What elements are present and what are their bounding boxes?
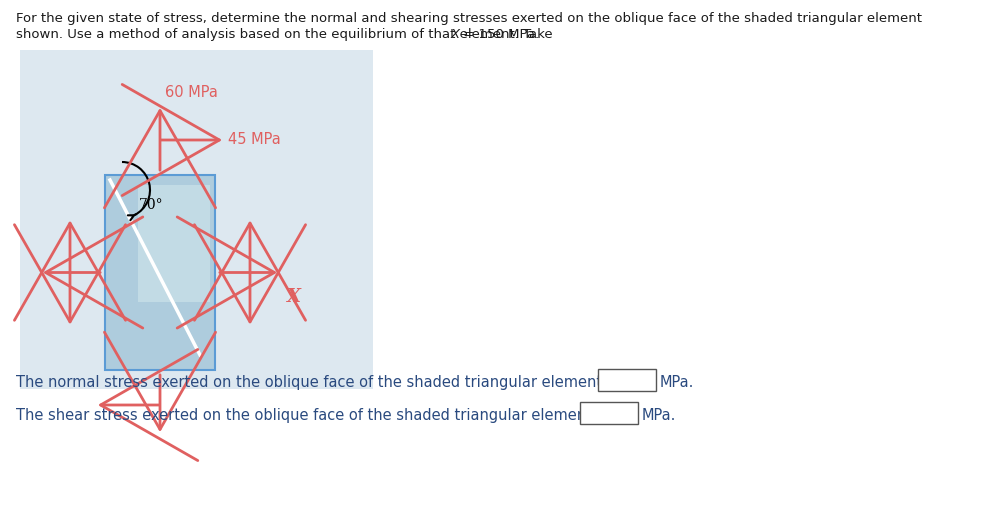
Text: X: X [451,28,460,41]
Text: 70°: 70° [138,198,164,213]
Text: X: X [287,288,301,306]
Text: = 150 MPa.: = 150 MPa. [459,28,540,41]
Bar [598,369,656,391]
Bar [138,185,210,302]
Text: MPa.: MPa. [642,408,676,423]
Text: For the given state of stress, determine the normal and shearing stresses exerte: For the given state of stress, determine… [16,12,922,25]
Bar [105,175,215,370]
Text: shown. Use a method of analysis based on the equilibrium of that element. Take: shown. Use a method of analysis based on… [16,28,557,41]
Text: The shear stress exerted on the oblique face of the shaded triangular element is: The shear stress exerted on the oblique … [16,408,608,423]
Text: The normal stress exerted on the oblique face of the shaded triangular element i: The normal stress exerted on the oblique… [16,375,619,390]
Text: 60 MPa: 60 MPa [165,85,218,100]
Bar [20,50,373,389]
Text: 45 MPa: 45 MPa [228,132,281,148]
Text: MPa.: MPa. [660,375,695,390]
Bar [580,402,638,424]
